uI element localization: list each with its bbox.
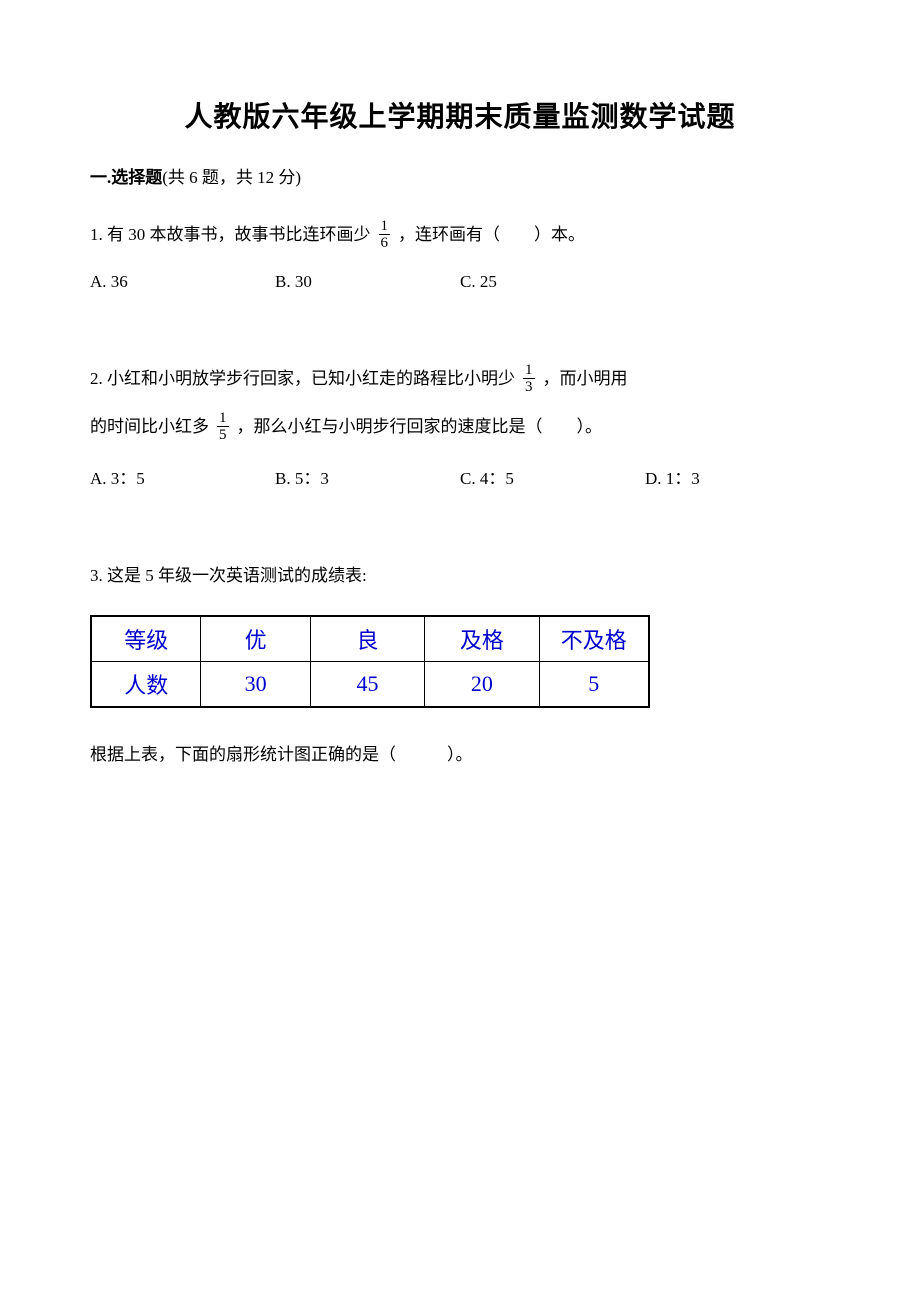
th-fail: 不及格 [539, 616, 649, 662]
spacer [90, 519, 830, 559]
grade-table: 等级 优 良 及格 不及格 人数 30 45 20 5 [90, 615, 650, 708]
q2-option-c: C. 4：5 [460, 464, 645, 489]
td-label: 人数 [91, 662, 201, 708]
q1-frac-num: 1 [379, 219, 391, 234]
question-2: 2. 小红和小明放学步行回家，已知小红走的路程比小明少 1 3 ，而小明用 的时… [90, 362, 830, 444]
exam-title: 人教版六年级上学期期末质量监测数学试题 [90, 95, 830, 135]
q2-frac2-den: 5 [217, 426, 229, 443]
question-2-line1: 2. 小红和小明放学步行回家，已知小红走的路程比小明少 1 3 ，而小明用 [90, 362, 830, 396]
q1-options: A. 36 B. 30 C. 25 [90, 272, 830, 292]
th-pass: 及格 [425, 616, 539, 662]
question-3-followup: 根据上表，下面的扇形统计图正确的是（ ）。 [90, 738, 830, 772]
td-pass: 20 [425, 662, 539, 708]
question-3-intro: 3. 这是 5 年级一次英语测试的成绩表: [90, 559, 830, 593]
q2-line1-before: 2. 小红和小明放学步行回家，已知小红走的路程比小明少 [90, 362, 515, 396]
q1-text-after: ，连环画有（ ）本。 [398, 218, 585, 252]
q2-line2-after: ，那么小红与小明步行回家的速度比是（ ）。 [237, 410, 603, 444]
q1-frac-den: 6 [379, 234, 391, 251]
section-1-meta: (共 6 题，共 12 分) [162, 168, 301, 187]
q1-option-c: C. 25 [460, 272, 645, 292]
td-excellent: 30 [201, 662, 310, 708]
q1-text-before: 1. 有 30 本故事书，故事书比连环画少 [90, 218, 371, 252]
section-1-header: 一.选择题(共 6 题，共 12 分) [90, 163, 830, 188]
q1-option-b: B. 30 [275, 272, 460, 292]
th-level: 等级 [91, 616, 201, 662]
section-1-label: 一.选择题 [90, 168, 162, 187]
td-good: 45 [310, 662, 424, 708]
question-1: 1. 有 30 本故事书，故事书比连环画少 1 6 ，连环画有（ ）本。 [90, 218, 830, 252]
q1-option-a: A. 36 [90, 272, 275, 292]
page-container: 人教版六年级上学期期末质量监测数学试题 一.选择题(共 6 题，共 12 分) … [0, 0, 920, 832]
spacer [90, 322, 830, 362]
q2-fraction-2: 1 5 [217, 411, 229, 443]
question-1-stem: 1. 有 30 本故事书，故事书比连环画少 1 6 ，连环画有（ ）本。 [90, 218, 830, 252]
q2-frac1-den: 3 [523, 378, 535, 395]
q2-frac1-num: 1 [523, 363, 535, 378]
q2-options: A. 3：5 B. 5：3 C. 4：5 D. 1：3 [90, 464, 830, 489]
q2-option-d: D. 1：3 [645, 464, 830, 489]
q2-line2-before: 的时间比小红多 [90, 410, 209, 444]
question-2-line2: 的时间比小红多 1 5 ，那么小红与小明步行回家的速度比是（ ）。 [90, 410, 830, 444]
td-fail: 5 [539, 662, 649, 708]
q2-option-a: A. 3：5 [90, 464, 275, 489]
q1-fraction: 1 6 [379, 219, 391, 251]
th-good: 良 [310, 616, 424, 662]
table-header-row: 等级 优 良 及格 不及格 [91, 616, 649, 662]
q2-option-b: B. 5：3 [275, 464, 460, 489]
q2-line1-after: ，而小明用 [543, 362, 628, 396]
q3-table-wrap: 等级 优 良 及格 不及格 人数 30 45 20 5 [90, 615, 830, 708]
q2-fraction-1: 1 3 [523, 363, 535, 395]
q2-frac2-num: 1 [217, 411, 229, 426]
th-excellent: 优 [201, 616, 310, 662]
table-data-row: 人数 30 45 20 5 [91, 662, 649, 708]
